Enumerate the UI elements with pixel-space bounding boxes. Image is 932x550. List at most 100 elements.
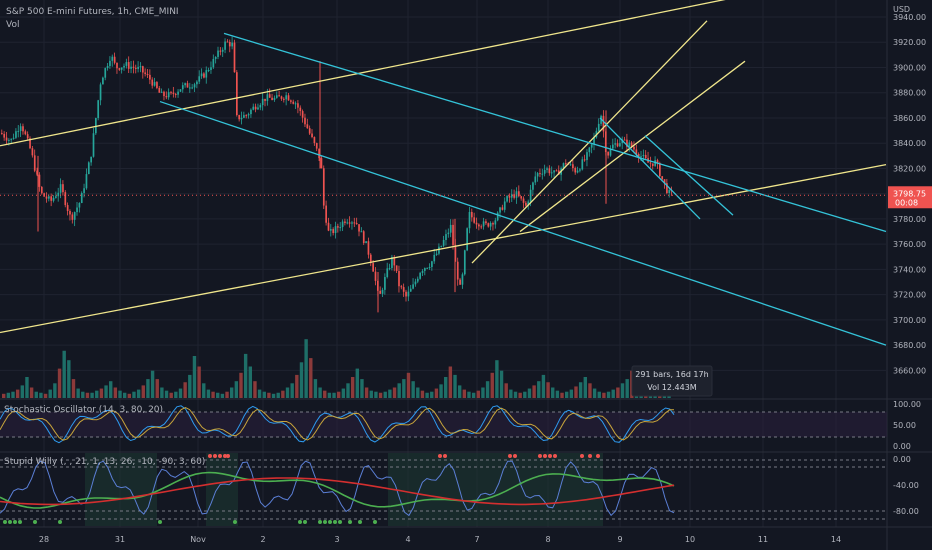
price-tick-label: 3880.00	[893, 89, 926, 98]
volume-bar	[160, 387, 164, 398]
volume-bar	[350, 377, 355, 398]
candle-body	[480, 226, 483, 228]
candle-body	[273, 97, 276, 101]
volume-bar	[416, 387, 420, 398]
yellow-trendline[interactable]	[519, 60, 746, 233]
last-price-value: 3798.75	[893, 189, 926, 198]
candle-body	[539, 173, 541, 175]
willy-tick-0: 0.00	[893, 455, 911, 464]
candle-body	[299, 107, 302, 112]
candle-body	[318, 148, 320, 159]
yellow-trendline[interactable]	[0, 164, 887, 334]
candle-body	[355, 223, 358, 225]
candles	[1, 36, 673, 313]
volume-bar	[481, 387, 485, 398]
candle-body	[346, 222, 349, 224]
volume-bar	[248, 366, 252, 398]
volume-bar	[155, 379, 159, 398]
price-axis-unit: USD	[893, 5, 910, 14]
volume-bar	[206, 389, 211, 398]
candle-body	[200, 73, 203, 77]
chart-title: S&P 500 E-mini Futures, 1h, CME_MINI	[6, 7, 179, 17]
candle-body	[149, 74, 151, 80]
candle-body	[83, 188, 85, 194]
volume-bar	[532, 385, 536, 398]
candle-body	[301, 111, 304, 118]
willy-dot-green	[303, 520, 307, 524]
volume-bar	[444, 377, 448, 398]
candle-body	[642, 154, 645, 157]
candle-body	[153, 82, 156, 86]
candle-body	[496, 212, 499, 221]
candle-body	[268, 94, 271, 98]
candle-body	[123, 65, 125, 68]
candle-body	[494, 220, 497, 225]
cyan-trendline[interactable]	[599, 117, 701, 220]
stochastic-label: Stochastic Oscillator (14, 3, 80, 20)	[4, 405, 163, 415]
volume-bar	[341, 388, 346, 398]
candle-body	[402, 287, 405, 292]
trendlines[interactable]	[0, 0, 887, 346]
volume-bar	[485, 381, 490, 398]
volume-bar	[537, 381, 541, 398]
candle-body	[379, 290, 382, 294]
willy-dot-green	[333, 520, 337, 524]
price-tick-label: 3860.00	[893, 114, 926, 123]
candle-body	[193, 84, 196, 88]
candle-body	[393, 256, 396, 266]
cyan-trendline[interactable]	[223, 32, 887, 233]
candle-body	[398, 270, 400, 287]
willy-dot-green	[8, 520, 12, 524]
price-tick-label: 3700.00	[893, 316, 926, 325]
candle-body	[66, 205, 69, 211]
yellow-trendline[interactable]	[0, 0, 732, 147]
volume-bar	[411, 381, 415, 398]
price-axis[interactable]: USD 3940.00 3920.00 3900.00 3880.00 3860.00 3…	[893, 5, 926, 375]
candle-body	[238, 115, 241, 120]
candle-body	[118, 68, 121, 70]
volume-bar	[276, 392, 280, 398]
candle-body	[593, 137, 595, 145]
candle-body	[17, 130, 20, 132]
time-tick-label: 28	[39, 535, 49, 544]
volume-bar	[67, 360, 71, 398]
volume-bar	[578, 382, 583, 398]
willy-dot-green	[348, 520, 352, 524]
candle-body	[659, 163, 661, 177]
time-axis[interactable]: 28 31 Nov 2 3 4 7 8 9 10 11 14	[39, 535, 841, 544]
candle-body	[614, 143, 617, 145]
candle-body	[440, 245, 443, 247]
candle-body	[40, 186, 43, 194]
volume-bar	[295, 374, 299, 398]
cyan-trendline[interactable]	[159, 100, 887, 346]
candle-body	[127, 62, 130, 69]
stochastic-tick-50: 50.00	[893, 421, 916, 430]
candle-body	[231, 42, 233, 47]
willy-fast-line	[0, 460, 675, 517]
candle-body	[391, 256, 393, 269]
volume-bar	[118, 390, 122, 398]
volume-bar	[574, 386, 578, 398]
candle-body	[3, 133, 6, 138]
candle-body	[372, 263, 374, 272]
candle-body	[212, 58, 215, 68]
volume-bar	[625, 379, 629, 398]
cyan-trendline[interactable]	[644, 135, 734, 216]
candle-body	[468, 211, 471, 229]
candle-body	[626, 139, 628, 147]
volume-bar	[569, 389, 574, 398]
candle-body	[400, 286, 403, 288]
stochastic-pane: Stochastic Oscillator (14, 3, 80, 20) 10…	[0, 400, 921, 451]
volume-bar	[132, 391, 136, 398]
candle-body	[630, 142, 633, 147]
candle-body	[527, 201, 530, 206]
candle-body	[644, 154, 647, 159]
candle-body	[576, 170, 579, 173]
candle-body	[513, 194, 515, 198]
willy-tick-80: -80.00	[893, 507, 919, 516]
willy-dot-red	[208, 454, 212, 458]
candle-body	[633, 146, 635, 150]
price-tick-label: 3740.00	[893, 265, 926, 274]
yellow-trendline[interactable]	[471, 20, 708, 264]
